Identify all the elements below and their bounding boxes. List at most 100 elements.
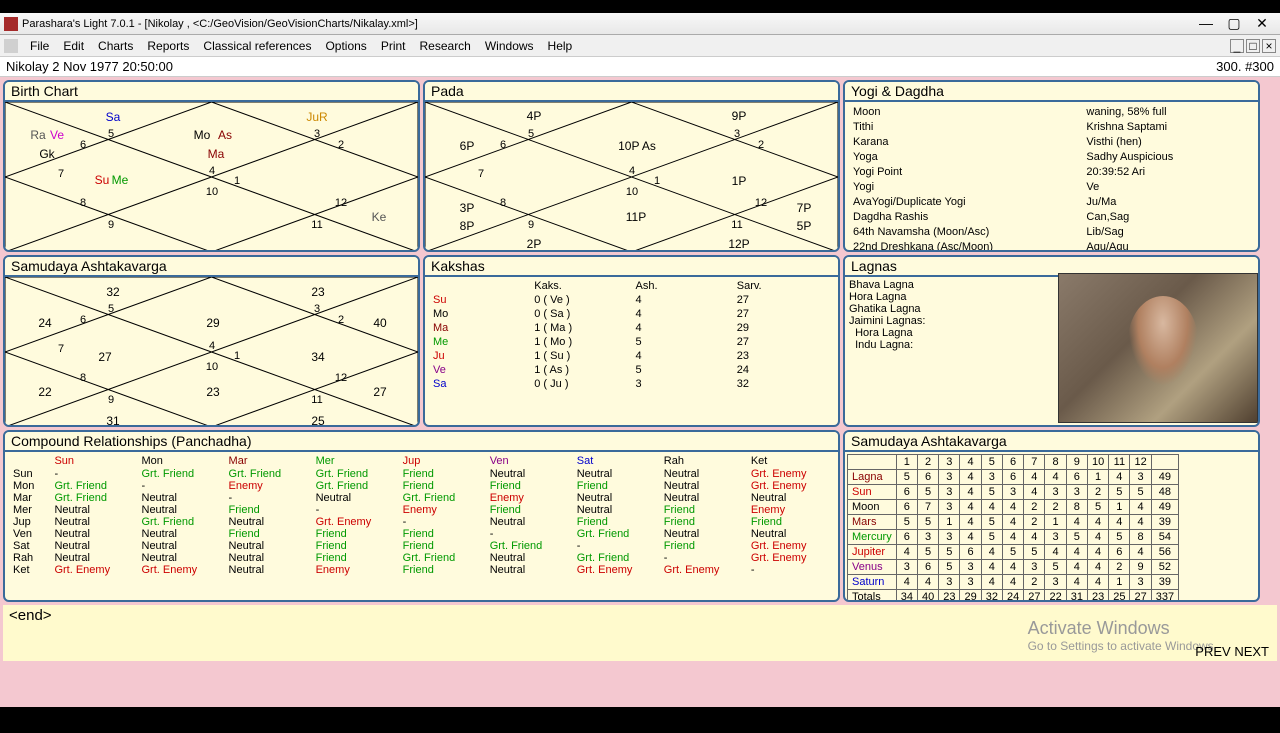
svg-text:5: 5 [108, 128, 114, 140]
svg-text:9: 9 [528, 219, 534, 231]
svg-text:6: 6 [80, 139, 86, 151]
svg-text:10: 10 [626, 186, 638, 198]
svg-text:Gk: Gk [39, 147, 55, 161]
svg-text:11: 11 [731, 219, 742, 231]
svg-text:3: 3 [314, 128, 320, 140]
compound-table: SunMonMarMerJupVenSatRahKetSun-Grt. Frie… [9, 454, 834, 576]
svg-text:1: 1 [234, 350, 240, 362]
svg-text:2: 2 [758, 139, 764, 151]
next-button[interactable]: NEXT [1234, 644, 1269, 659]
yogi-table: Moonwaning, 58% fullTithiKrishna Saptami… [849, 104, 1254, 252]
svg-text:27: 27 [373, 385, 387, 399]
info-bar: Nikolay 2 Nov 1977 20:50:00 300. #300 [0, 57, 1280, 77]
svg-text:22: 22 [38, 385, 52, 399]
sav-table-panel: Samudaya Ashtakavarga 123456789101112Lag… [843, 430, 1260, 602]
svg-text:4: 4 [209, 165, 215, 177]
menu-edit[interactable]: Edit [57, 37, 90, 55]
svg-text:10: 10 [206, 186, 218, 198]
panel-title: Birth Chart [5, 82, 418, 102]
menu-classical-references[interactable]: Classical references [197, 37, 317, 55]
svg-text:7P: 7P [797, 201, 812, 215]
info-left: Nikolay 2 Nov 1977 20:50:00 [6, 59, 173, 74]
webcam-overlay [1058, 273, 1258, 423]
maximize-icon[interactable]: ▢ [1224, 15, 1244, 32]
svg-text:1P: 1P [732, 174, 747, 188]
svg-text:10P As: 10P As [618, 139, 656, 153]
app-window: Parashara's Light 7.0.1 - [Nikolay , <C:… [0, 13, 1280, 707]
menu-reports[interactable]: Reports [141, 37, 195, 55]
menu-charts[interactable]: Charts [92, 37, 139, 55]
svg-text:12: 12 [755, 197, 767, 209]
svg-text:12P: 12P [728, 237, 749, 251]
doc-maximize-icon[interactable]: □ [1246, 39, 1260, 53]
svg-text:9: 9 [108, 394, 114, 406]
svg-text:8: 8 [500, 197, 506, 209]
doc-close-icon[interactable]: × [1262, 39, 1276, 53]
birth-chart-panel: Birth Chart 456789101112123SaJuRRaVeMoAs… [3, 80, 420, 252]
svg-text:8: 8 [80, 197, 86, 209]
svg-text:24: 24 [38, 316, 52, 330]
svg-text:31: 31 [106, 414, 120, 427]
svg-text:7: 7 [58, 168, 64, 180]
menu-windows[interactable]: Windows [479, 37, 540, 55]
svg-text:JuR: JuR [306, 110, 328, 124]
svg-text:11: 11 [311, 219, 322, 231]
svg-text:4P: 4P [527, 109, 542, 123]
titlebar-text: Parashara's Light 7.0.1 - [Nikolay , <C:… [22, 18, 1196, 30]
menu-help[interactable]: Help [542, 37, 579, 55]
svg-text:9P: 9P [732, 109, 747, 123]
svg-text:23: 23 [311, 285, 325, 299]
svg-text:3: 3 [314, 303, 320, 315]
svg-text:5P: 5P [797, 219, 812, 233]
svg-text:Mo: Mo [194, 128, 211, 142]
svg-text:6P: 6P [460, 139, 475, 153]
svg-text:Sa: Sa [106, 110, 121, 124]
minimize-icon[interactable]: — [1196, 15, 1216, 32]
menubar: FileEditChartsReportsClassical reference… [0, 35, 1280, 57]
app-icon [4, 17, 18, 31]
svg-text:6: 6 [80, 314, 86, 326]
svg-text:1: 1 [234, 175, 240, 187]
svg-text:As: As [218, 128, 232, 142]
svg-text:5: 5 [108, 303, 114, 315]
menu-research[interactable]: Research [414, 37, 477, 55]
menu-options[interactable]: Options [319, 37, 372, 55]
svg-text:12: 12 [335, 372, 347, 384]
svg-text:10: 10 [206, 361, 218, 373]
panel-title: Compound Relationships (Panchadha) [5, 432, 838, 452]
birth-chart-diagram: 456789101112123SaJuRRaVeMoAsGkMaSuMeKe [5, 102, 418, 252]
svg-text:3P: 3P [460, 201, 475, 215]
close-icon[interactable]: ✕ [1252, 15, 1272, 32]
svg-text:Su: Su [95, 173, 110, 187]
svg-text:23: 23 [206, 385, 220, 399]
svg-text:9: 9 [108, 219, 114, 231]
svg-text:11: 11 [311, 394, 322, 406]
menu-print[interactable]: Print [375, 37, 412, 55]
titlebar[interactable]: Parashara's Light 7.0.1 - [Nikolay , <C:… [0, 13, 1280, 35]
svg-text:8: 8 [80, 372, 86, 384]
panel-title: Pada [425, 82, 838, 102]
svg-text:34: 34 [311, 350, 325, 364]
svg-text:2: 2 [338, 139, 344, 151]
svg-text:27: 27 [98, 350, 112, 364]
panel-title: Samudaya Ashtakavarga [5, 257, 418, 277]
svg-text:3: 3 [734, 128, 740, 140]
menu-file[interactable]: File [24, 37, 55, 55]
svg-text:4: 4 [629, 165, 635, 177]
panel-title: Kakshas [425, 257, 838, 277]
svg-text:32: 32 [106, 285, 120, 299]
svg-text:12: 12 [335, 197, 347, 209]
svg-text:7: 7 [58, 343, 64, 355]
kakshas-table: Kaks.Ash.Sarv.Su0 ( Ve )427Mo0 ( Sa )427… [429, 279, 834, 391]
file-icon [4, 39, 18, 53]
svg-text:11P: 11P [626, 210, 646, 224]
sav-table: 123456789101112Lagna56343644614349Sun653… [847, 454, 1179, 602]
yogi-panel: Yogi & Dagdha Moonwaning, 58% fullTithiK… [843, 80, 1260, 252]
svg-text:Ke: Ke [372, 210, 387, 224]
svg-text:7: 7 [478, 168, 484, 180]
info-right: 300. #300 [1216, 59, 1274, 74]
pada-diagram: 4567891011121234P9P6P10P As1P3P8P11P2P12… [425, 102, 838, 252]
doc-minimize-icon[interactable]: _ [1230, 39, 1244, 53]
panel-title: Samudaya Ashtakavarga [845, 432, 1258, 452]
prev-button[interactable]: PREV [1195, 644, 1230, 659]
